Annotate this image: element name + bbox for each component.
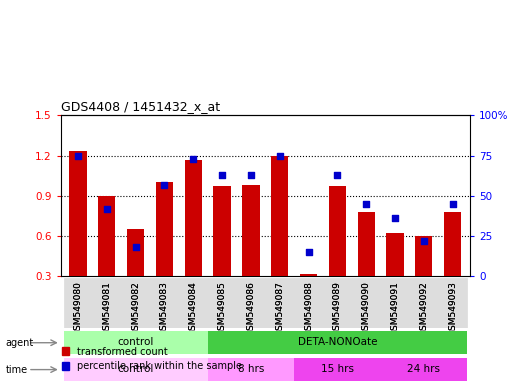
Text: GDS4408 / 1451432_x_at: GDS4408 / 1451432_x_at [61,99,220,113]
Text: GSM549091: GSM549091 [391,281,400,336]
Bar [300,274,317,276]
Text: GSM549086: GSM549086 [247,281,256,336]
Text: agent: agent [5,338,34,348]
Bar [415,236,432,276]
Point [276,152,284,159]
Bar [265,278,294,328]
Bar [381,358,467,381]
Text: GSM549090: GSM549090 [362,281,371,336]
Bar [208,331,467,354]
Point [131,244,140,250]
Point [74,152,82,159]
Bar [185,160,202,276]
Bar [409,278,438,328]
Text: 8 hrs: 8 hrs [238,364,264,374]
Bar [208,358,294,381]
Bar [121,278,150,328]
Text: GSM549088: GSM549088 [304,281,313,336]
Point [420,238,428,244]
Text: DETA-NONOate: DETA-NONOate [298,337,377,347]
Text: GSM549090: GSM549090 [362,281,371,336]
Text: time: time [5,364,27,375]
Point [189,156,197,162]
Text: GSM549083: GSM549083 [160,281,169,336]
Text: GSM549080: GSM549080 [73,281,82,336]
Text: GSM549092: GSM549092 [419,281,428,336]
Text: GSM549089: GSM549089 [333,281,342,336]
Bar [444,212,461,276]
Bar [63,278,92,328]
Bar [150,278,179,328]
Text: GSM549087: GSM549087 [275,281,284,336]
Point [304,249,313,255]
Text: 15 hrs: 15 hrs [321,364,354,374]
Text: GSM549093: GSM549093 [448,281,457,336]
Bar [357,212,375,276]
Text: GSM549086: GSM549086 [247,281,256,336]
Point [160,182,168,188]
Bar [329,187,346,276]
Point [218,172,227,178]
Bar [323,278,352,328]
Point [333,172,342,178]
Point [102,206,111,212]
Bar [63,331,208,354]
Legend: transformed count, percentile rank within the sample: transformed count, percentile rank withi… [58,343,246,375]
Text: GSM549089: GSM549089 [333,281,342,336]
Text: GSM549081: GSM549081 [102,281,111,336]
Point [391,215,399,222]
Text: GSM549091: GSM549091 [391,281,400,336]
Text: GSM549092: GSM549092 [419,281,428,336]
Bar [92,278,121,328]
Bar [294,358,381,381]
Bar [386,233,403,276]
Bar [63,358,208,381]
Point [448,201,457,207]
Text: GSM549084: GSM549084 [189,281,198,336]
Text: control: control [117,337,154,347]
Bar [237,278,265,328]
Bar [242,185,260,276]
Bar [127,230,144,276]
Text: 24 hrs: 24 hrs [407,364,440,374]
Text: GSM549093: GSM549093 [448,281,457,336]
Text: GSM549082: GSM549082 [131,281,140,336]
Text: GSM549085: GSM549085 [218,281,227,336]
Text: GSM549081: GSM549081 [102,281,111,336]
Bar [98,196,116,276]
Bar [294,278,323,328]
Text: GSM549082: GSM549082 [131,281,140,336]
Text: GSM549080: GSM549080 [73,281,82,336]
Bar [381,278,409,328]
Bar [179,278,208,328]
Bar [213,187,231,276]
Text: GSM549084: GSM549084 [189,281,198,336]
Text: GSM549085: GSM549085 [218,281,227,336]
Point [247,172,255,178]
Point [362,201,371,207]
Text: control: control [117,364,154,374]
Bar [69,152,87,276]
Bar [438,278,467,328]
Bar [271,156,288,276]
Bar [156,182,173,276]
Bar [208,278,237,328]
Bar [352,278,381,328]
Text: GSM549087: GSM549087 [275,281,284,336]
Text: GSM549083: GSM549083 [160,281,169,336]
Text: GSM549088: GSM549088 [304,281,313,336]
